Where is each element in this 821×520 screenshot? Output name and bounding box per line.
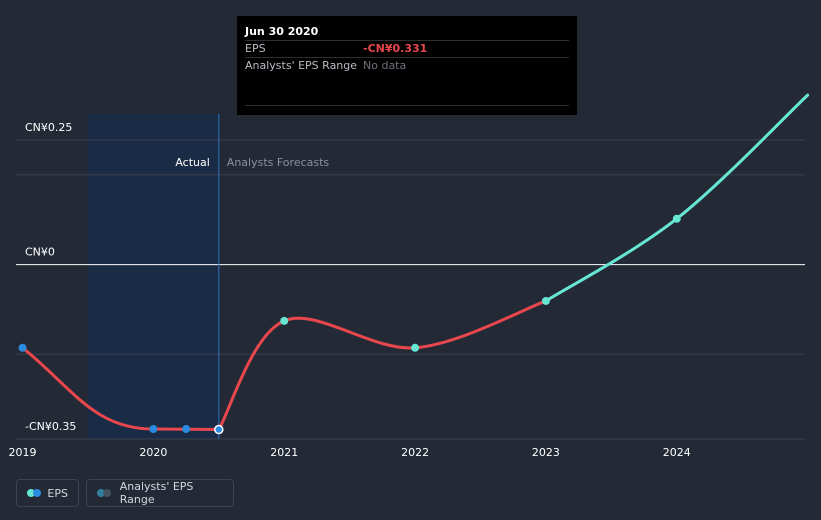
eps-forecast-point xyxy=(411,343,420,352)
eps-forecast-point xyxy=(672,214,681,223)
eps-actual-point xyxy=(182,425,191,434)
eps-actual-point xyxy=(214,424,224,435)
tooltip-range-label: Analysts' EPS Range xyxy=(245,59,358,72)
tooltip-divider xyxy=(245,105,569,106)
tooltip-range-row: Analysts' EPS Range No data xyxy=(245,57,569,74)
tooltip-eps-row: EPS -CN¥0.331 xyxy=(245,40,569,57)
tooltip-date: Jun 30 2020 xyxy=(245,25,319,38)
tooltip-eps-label: EPS xyxy=(245,42,266,55)
eps-transition-line xyxy=(217,299,548,432)
x-tick-label: 2019 xyxy=(9,446,37,459)
eps-actual-line xyxy=(21,346,221,432)
x-tick-label: 2024 xyxy=(663,446,691,459)
x-tick-label: 2020 xyxy=(139,446,167,459)
eps-forecast-point xyxy=(280,316,289,325)
eps-forecast-point xyxy=(541,296,550,305)
y-tick-label: CN¥0.25 xyxy=(25,121,72,134)
range-legend-icon xyxy=(97,489,112,497)
tooltip-range-value: No data xyxy=(363,59,407,72)
legend-eps-label: EPS xyxy=(47,486,68,500)
tooltip-eps-value: -CN¥0.331 xyxy=(363,42,428,55)
x-tick-label: 2021 xyxy=(270,446,298,459)
highlight-band xyxy=(87,114,219,439)
x-tick-label: 2023 xyxy=(532,446,560,459)
hover-tooltip: Jun 30 2020 EPS -CN¥0.331 Analysts' EPS … xyxy=(237,16,577,115)
eps-legend-icon xyxy=(27,489,41,497)
actual-section-label: Actual xyxy=(175,156,209,169)
legend-eps-toggle[interactable]: EPS xyxy=(16,479,79,507)
legend-range-toggle[interactable]: Analysts' EPS Range xyxy=(86,479,234,507)
y-tick-label: CN¥0 xyxy=(25,246,55,259)
forecast-section-label: Analysts Forecasts xyxy=(227,156,330,169)
eps-actual-point xyxy=(18,343,27,352)
eps-actual-point xyxy=(149,425,158,434)
eps-forecast-line xyxy=(544,93,810,303)
legend-range-label: Analysts' EPS Range xyxy=(119,480,194,506)
y-tick-label: -CN¥0.35 xyxy=(25,420,76,433)
x-tick-label: 2022 xyxy=(401,446,429,459)
